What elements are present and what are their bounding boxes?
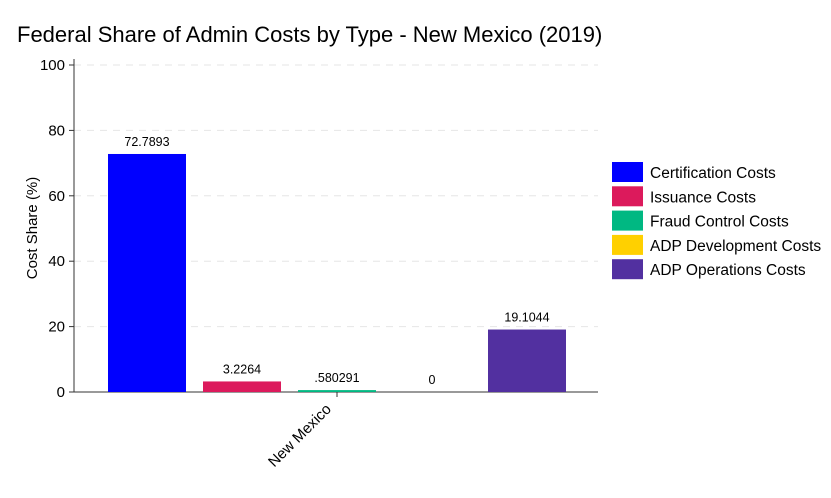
legend: Certification Costs Issuance Costs Fraud C…: [612, 162, 821, 280]
x-tick-label: New Mexico: [265, 401, 335, 471]
data-labels: 72.7893 3.2264 .580291 0 19.1044: [124, 135, 549, 387]
chart-title: Federal Share of Admin Costs by Type - N…: [17, 22, 602, 47]
y-axis-label: Cost Share (%): [24, 177, 41, 280]
bar-adp-operations-costs: [488, 329, 566, 392]
legend-swatch: [612, 186, 643, 207]
legend-entry: ADP Development Costs: [650, 238, 821, 255]
bar-issuance-costs: [203, 381, 281, 392]
bar-fraud-control-costs: [298, 390, 376, 392]
data-label: 3.2264: [223, 362, 261, 376]
data-label: 0: [429, 373, 436, 387]
bars: [108, 153, 566, 392]
legend-entry: Issuance Costs: [650, 189, 756, 206]
data-label: 19.1044: [504, 311, 549, 325]
legend-entry: Certification Costs: [650, 165, 776, 182]
x-tick-labels: New Mexico: [265, 401, 335, 471]
y-tick-label: 0: [57, 384, 65, 401]
grid-lines: [74, 64, 598, 328]
legend-swatch: [612, 162, 643, 182]
y-tick-label: 100: [40, 57, 65, 74]
bar-certification-costs: [108, 153, 186, 392]
legend-swatch: [612, 210, 643, 231]
y-tick-labels: 0 20 40 60 80 100: [40, 57, 65, 401]
data-label: .580291: [314, 371, 359, 385]
y-tick-label: 40: [48, 253, 65, 270]
data-label: 72.7893: [124, 135, 169, 149]
y-tick-label: 20: [48, 319, 65, 336]
legend-swatch: [612, 259, 643, 280]
legend-entry: Fraud Control Costs: [650, 214, 789, 231]
y-tick-label: 60: [48, 188, 65, 205]
y-tick-label: 80: [48, 122, 65, 139]
legend-entry: ADP Operations Costs: [650, 262, 806, 279]
legend-swatch: [612, 234, 643, 255]
